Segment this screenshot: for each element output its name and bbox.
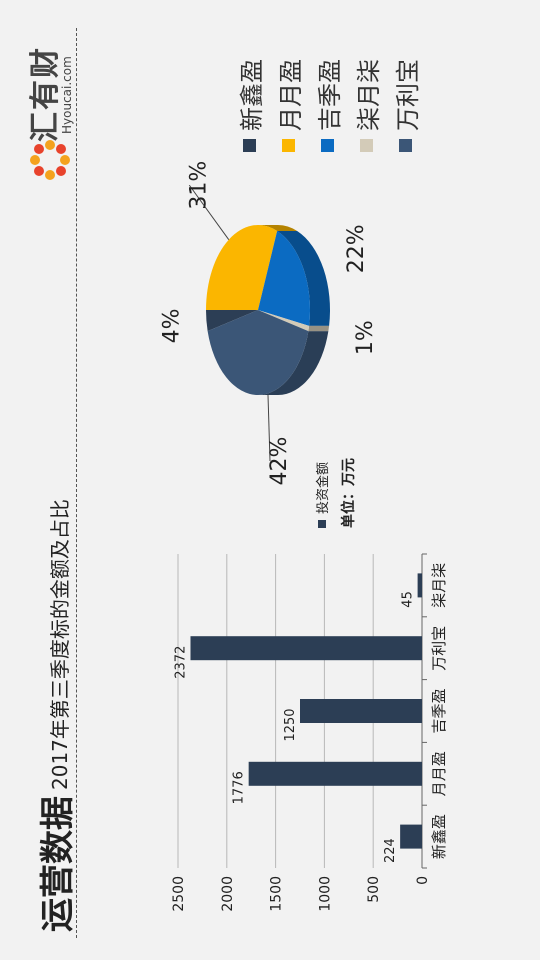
pie-legend-swatch-4	[360, 139, 373, 152]
bar-value-label-2: 1776	[232, 771, 247, 804]
pie-slice-1	[206, 310, 258, 332]
pie-slice-2	[206, 225, 278, 310]
bar-5	[417, 573, 423, 598]
pie-value-label-5: 42%	[267, 437, 292, 486]
logo-icon	[30, 140, 70, 180]
pie-side-3	[277, 230, 330, 326]
pie-legend-swatch-5	[399, 139, 412, 152]
pie-legend-label-4: 柒月柒	[355, 59, 383, 131]
pie-side-2	[258, 225, 298, 231]
pie-legend-label-2: 月月盈	[277, 59, 305, 131]
category-label-3: 吉季盈	[430, 688, 448, 733]
pie-slice-3	[258, 230, 310, 326]
pie-legend-swatch-1	[243, 139, 256, 152]
pie-legend-item-4: 柒月柒	[349, 59, 384, 152]
pie-slice-5	[207, 310, 309, 395]
category-label-4: 万利宝	[430, 626, 448, 671]
category-label-5: 柒月柒	[430, 563, 448, 608]
y-tick-label-2: 1000	[317, 876, 333, 912]
pie-slice-4	[258, 310, 310, 332]
bar-value-label-4: 2372	[173, 646, 188, 679]
category-label-2: 月月盈	[430, 751, 448, 796]
pie-side-4	[308, 325, 330, 332]
pie-legend-item-2: 月月盈	[271, 59, 306, 152]
pie-value-label-4: 1%	[353, 320, 378, 355]
pie-value-label-1: 4%	[160, 308, 185, 343]
y-tick-label-1: 500	[366, 876, 382, 903]
bar-value-label-1: 224	[383, 838, 398, 863]
y-tick-label-3: 1500	[269, 876, 285, 912]
pie-legend-label-1: 新鑫盈	[238, 59, 266, 131]
bar-value-label-5: 45	[401, 591, 416, 608]
pie-value-label-2: 31%	[186, 161, 211, 210]
pie-leader-line-5	[267, 394, 271, 462]
pie-value-label-3: 22%	[344, 224, 369, 273]
pie-legend-item-1: 新鑫盈	[232, 59, 267, 152]
pie-legend-label-5: 万利宝	[394, 59, 422, 131]
y-tick-label-4: 2000	[220, 876, 236, 912]
pie-legend-item-3: 吉季盈	[310, 59, 345, 152]
bar-value-label-3: 1250	[283, 708, 298, 741]
pie-leader-line-2	[188, 184, 230, 240]
pie-legend-item-5: 万利宝	[388, 59, 423, 152]
pie-side-5	[258, 331, 329, 395]
bar-2	[248, 761, 422, 786]
bar-4	[190, 636, 422, 661]
y-tick-label-5: 2500	[171, 876, 187, 912]
bar-3	[300, 699, 422, 723]
pie-legend-swatch-2	[282, 139, 295, 152]
bar-1	[400, 824, 423, 849]
category-label-1: 新鑫盈	[430, 814, 448, 859]
pie-legend-label-3: 吉季盈	[316, 59, 344, 131]
pie-legend-swatch-3	[321, 139, 334, 152]
y-tick-label-0: 0	[415, 876, 431, 885]
